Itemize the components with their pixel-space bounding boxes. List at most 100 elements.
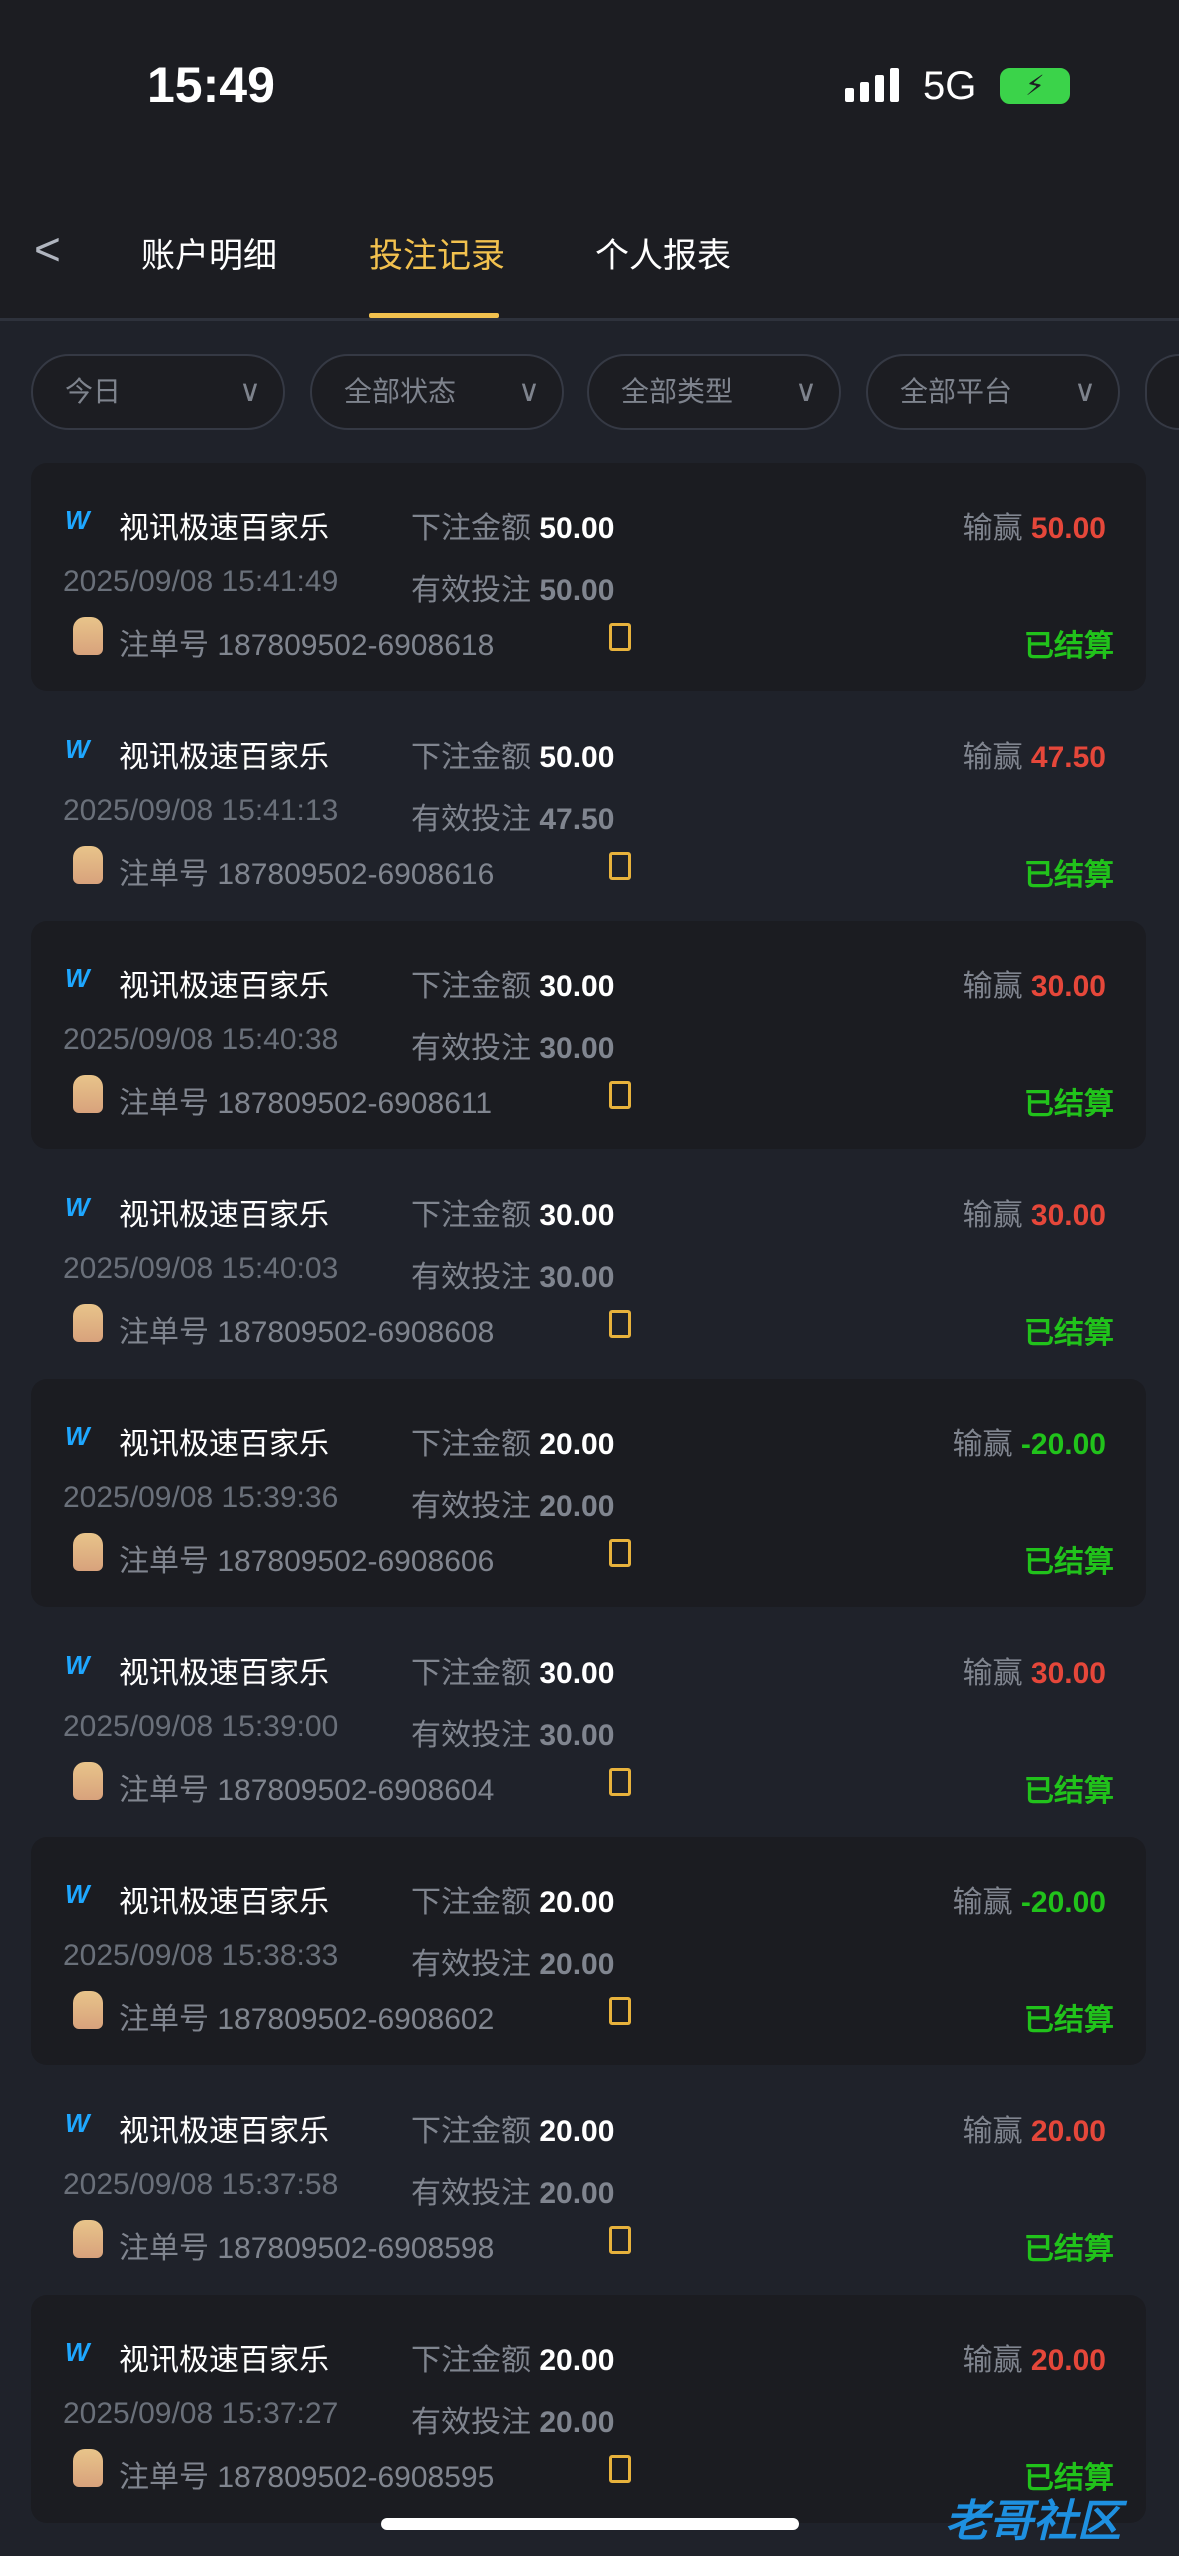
order-label: 注单号 (119, 1087, 209, 1120)
valid-bet: 有效投注 30.00 (411, 1710, 614, 1754)
bet-amount-label: 下注金额 (411, 1886, 531, 1919)
copy-icon[interactable] (609, 2226, 631, 2254)
game-name: 视讯极速百家乐 (119, 741, 329, 774)
valid-bet: 有效投注 50.00 (411, 565, 614, 609)
status-badge: 已结算 (1024, 630, 1114, 663)
win-loss-label: 输赢 (962, 1657, 1023, 1690)
copy-icon[interactable] (609, 1768, 631, 1796)
bet-amount-value: 30.00 (539, 970, 615, 1003)
order-number: 注单号 187809502-6908618 (119, 620, 494, 664)
bet-time: 2025/09/08 15:39:36 (63, 1481, 339, 1514)
bet-record-card[interactable]: W 视讯极速百家乐 下注金额 50.00 输赢 50.00 2025/09/08… (31, 463, 1146, 691)
valid-bet-label: 有效投注 (411, 574, 531, 607)
bet-amount-value: 20.00 (539, 1886, 615, 1919)
valid-bet-label: 有效投注 (411, 803, 531, 836)
bet-record-card[interactable]: W 视讯极速百家乐 下注金额 30.00 输赢 30.00 2025/09/08… (31, 1608, 1146, 1836)
bet-time: 2025/09/08 15:39:00 (63, 1710, 339, 1743)
win-loss: 输赢 47.50 (963, 732, 1106, 776)
chevron-down-icon: ∨ (518, 375, 540, 408)
bet-amount-value: 30.00 (539, 1199, 615, 1232)
avatar (73, 1533, 103, 1571)
win-loss-value: -20.00 (1020, 1886, 1106, 1919)
valid-bet-value: 20.00 (539, 1948, 615, 1981)
win-loss-value: 30.00 (1030, 970, 1106, 1003)
bet-amount-label: 下注金额 (411, 512, 531, 545)
order-value: 187809502-6908606 (217, 1545, 495, 1578)
bet-amount: 下注金额 20.00 (411, 2335, 614, 2379)
win-loss-label: 输赢 (962, 512, 1023, 545)
bet-amount-label: 下注金额 (411, 2344, 531, 2377)
order-value: 187809502-6908618 (217, 629, 495, 662)
game-name: 视讯极速百家乐 (119, 512, 329, 545)
win-loss: 输赢 50.00 (963, 503, 1106, 547)
valid-bet-label: 有效投注 (411, 2406, 531, 2439)
copy-icon[interactable] (609, 2455, 631, 2483)
bet-amount: 下注金额 30.00 (411, 961, 614, 1005)
game-logo-icon: W (65, 1650, 90, 1680)
valid-bet-value: 30.00 (539, 1719, 615, 1752)
tab-personal-report[interactable]: 个人报表 (595, 237, 731, 275)
valid-bet: 有效投注 30.00 (411, 1023, 614, 1067)
win-loss-value: 30.00 (1030, 1657, 1106, 1690)
game-name: 视讯极速百家乐 (119, 1886, 329, 1919)
copy-icon[interactable] (609, 1310, 631, 1338)
game-logo-icon: W (65, 734, 90, 764)
win-loss-label: 输赢 (952, 1428, 1013, 1461)
game-name: 视讯极速百家乐 (119, 2344, 329, 2377)
order-label: 注单号 (119, 858, 209, 891)
copy-icon[interactable] (609, 623, 631, 651)
status-badge: 已结算 (1024, 2004, 1114, 2037)
win-loss-label: 输赢 (962, 2115, 1023, 2148)
copy-icon[interactable] (609, 852, 631, 880)
bet-record-card[interactable]: W 视讯极速百家乐 下注金额 30.00 输赢 30.00 2025/09/08… (31, 1150, 1146, 1378)
win-loss-label: 输赢 (962, 741, 1023, 774)
bet-amount-value: 20.00 (539, 2115, 615, 2148)
back-icon[interactable]: < (34, 223, 61, 275)
bet-amount-label: 下注金额 (411, 1657, 531, 1690)
bet-record-card[interactable]: W 视讯极速百家乐 下注金额 50.00 输赢 47.50 2025/09/08… (31, 692, 1146, 920)
filter-date[interactable]: 今日 ∨ (31, 354, 285, 430)
filter-label: 全部平台 (900, 376, 1013, 407)
avatar (73, 1075, 103, 1113)
bet-record-card[interactable]: W 视讯极速百家乐 下注金额 20.00 输赢 -20.00 2025/09/0… (31, 1837, 1146, 2065)
bet-amount-label: 下注金额 (411, 2115, 531, 2148)
win-loss-value: 20.00 (1030, 2115, 1106, 2148)
bet-time: 2025/09/08 15:37:58 (63, 2168, 339, 2201)
tab-bet-records[interactable]: 投注记录 (369, 237, 505, 275)
valid-bet-label: 有效投注 (411, 1032, 531, 1065)
filter-status[interactable]: 全部状态 ∨ (310, 354, 564, 430)
active-tab-indicator (369, 313, 499, 318)
bet-record-card[interactable]: W 视讯极速百家乐 下注金额 20.00 输赢 -20.00 2025/09/0… (31, 1379, 1146, 1607)
bet-amount-value: 50.00 (539, 741, 615, 774)
avatar (73, 1762, 103, 1800)
filter-platform[interactable]: 全部平台 ∨ (866, 354, 1120, 430)
filter-type[interactable]: 全部类型 ∨ (587, 354, 841, 430)
win-loss-value: -20.00 (1020, 1428, 1106, 1461)
order-value: 187809502-6908608 (217, 1316, 495, 1349)
valid-bet-value: 20.00 (539, 2177, 615, 2210)
status-badge: 已结算 (1024, 1775, 1114, 1808)
filter-label: 全部类型 (621, 376, 734, 407)
bet-record-card[interactable]: W 视讯极速百家乐 下注金额 20.00 输赢 20.00 2025/09/08… (31, 2066, 1146, 2294)
valid-bet: 有效投注 20.00 (411, 1939, 614, 1983)
copy-icon[interactable] (609, 1997, 631, 2025)
valid-bet-value: 50.00 (539, 574, 615, 607)
valid-bet-label: 有效投注 (411, 2177, 531, 2210)
bet-record-card[interactable]: W 视讯极速百家乐 下注金额 20.00 输赢 20.00 2025/09/08… (31, 2295, 1146, 2523)
copy-icon[interactable] (609, 1539, 631, 1567)
copy-icon[interactable] (609, 1081, 631, 1109)
game-name: 视讯极速百家乐 (119, 2115, 329, 2148)
game-logo-icon: W (65, 1421, 90, 1451)
bet-time: 2025/09/08 15:40:38 (63, 1023, 339, 1056)
game-name: 视讯极速百家乐 (119, 1428, 329, 1461)
bet-time: 2025/09/08 15:38:33 (63, 1939, 339, 1972)
bet-record-card[interactable]: W 视讯极速百家乐 下注金额 30.00 输赢 30.00 2025/09/08… (31, 921, 1146, 1149)
game-logo-icon: W (65, 2108, 90, 2138)
avatar (73, 846, 103, 884)
game-logo-icon: W (65, 505, 90, 535)
filter-more[interactable] (1145, 354, 1179, 430)
avatar (73, 617, 103, 655)
tab-account-details[interactable]: 账户明细 (141, 237, 277, 275)
bet-amount-value: 20.00 (539, 1428, 615, 1461)
home-indicator[interactable] (381, 2518, 799, 2530)
